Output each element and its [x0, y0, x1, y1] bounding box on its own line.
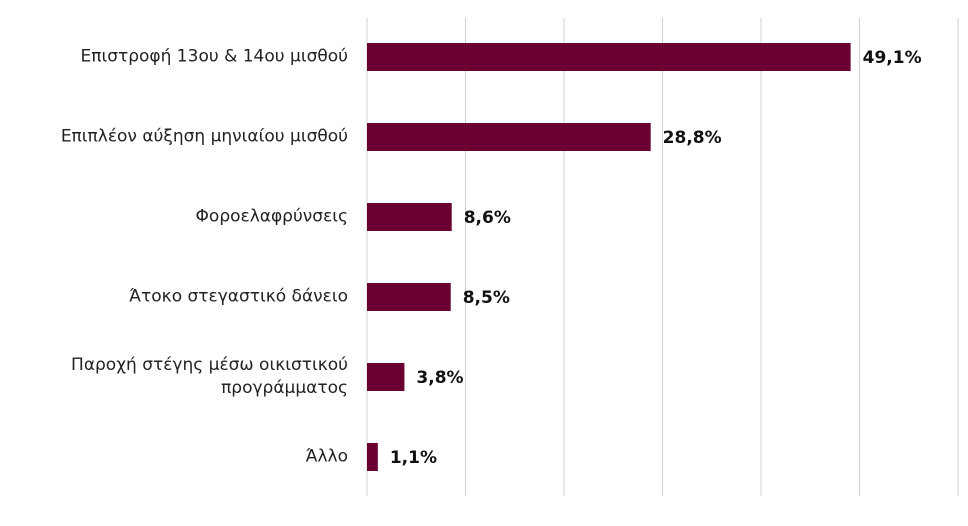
category-label: Φοροελαφρύνσεις: [195, 206, 348, 227]
bar: [367, 203, 452, 231]
bar: [367, 283, 451, 311]
bar: [367, 123, 651, 151]
value-label: 1,1%: [390, 448, 437, 468]
category-label: Επιπλέον αύξηση μηνιαίου μισθού: [60, 126, 348, 147]
category-label: Παροχή στέγης μέσω οικιστικού προγράμματ…: [71, 355, 348, 398]
value-label: 8,6%: [464, 208, 511, 228]
category-label: Άτοκο στεγαστικό δάνειο: [129, 286, 348, 307]
bar: [367, 443, 378, 471]
bar: [367, 363, 405, 391]
value-label: 49,1%: [863, 48, 922, 68]
category-label: Άλλο: [305, 446, 348, 467]
value-label: 28,8%: [663, 128, 722, 148]
category-label: Επιστροφή 13ου & 14ου μισθού: [80, 46, 348, 67]
value-label: 3,8%: [416, 368, 463, 388]
value-label: 8,5%: [463, 288, 510, 308]
bar: [367, 43, 851, 71]
